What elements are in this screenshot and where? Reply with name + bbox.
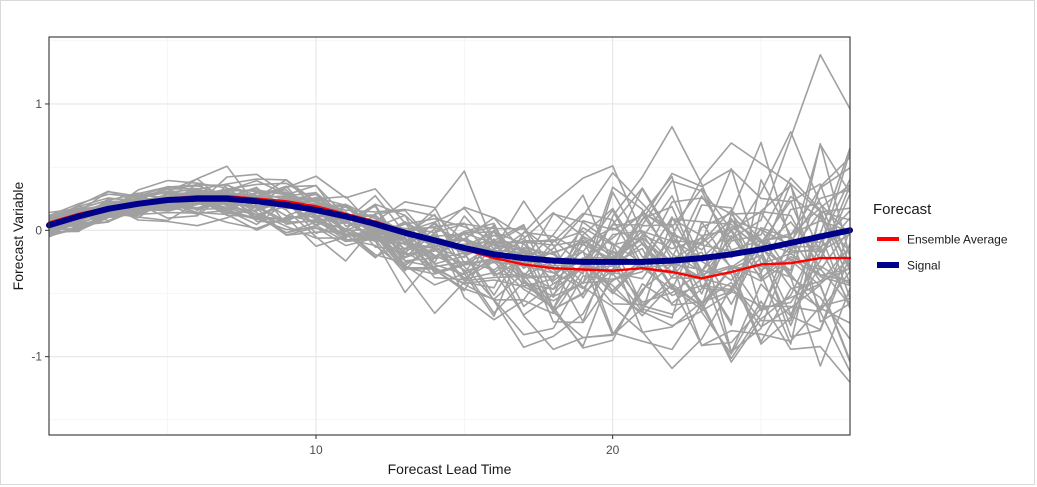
y-tick-label: -1 <box>31 350 42 364</box>
panel-border <box>48 36 851 436</box>
grid <box>49 37 850 435</box>
ensemble-member-line <box>48 165 851 361</box>
legend-title: Forecast <box>873 201 932 218</box>
ensemble-member-line <box>48 196 851 323</box>
x-axis-title: Forecast Lead Time <box>388 461 512 477</box>
y-tick-label: 0 <box>35 223 42 237</box>
ensemble-member-line <box>48 147 851 351</box>
series-line-signal <box>46 195 853 265</box>
x-axis-ticks: 10 20 <box>309 435 620 457</box>
ensemble-member-line <box>48 199 851 299</box>
legend-label-ensemble-average: Ensemble Average <box>907 233 1008 247</box>
ensemble-member-line <box>48 141 851 291</box>
x-tick-label: 20 <box>606 443 620 457</box>
y-tick-label: 1 <box>35 97 42 111</box>
legend: Forecast Ensemble Average Signal <box>873 201 1008 273</box>
ensemble-member-line <box>48 179 851 343</box>
series-lines <box>46 194 853 280</box>
y-axis-title: Forecast Variable <box>10 181 26 290</box>
ensemble-member-line <box>48 178 851 322</box>
y-axis-ticks: 1 0 -1 <box>31 97 49 364</box>
legend-label-signal: Signal <box>907 259 940 273</box>
x-tick-label: 10 <box>309 443 323 457</box>
